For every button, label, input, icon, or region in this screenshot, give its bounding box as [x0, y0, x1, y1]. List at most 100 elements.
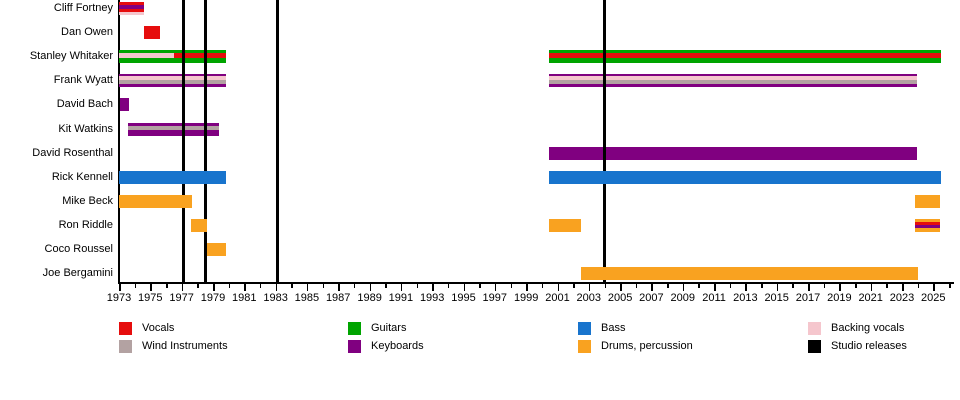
x-axis-tick-label: 2001	[545, 292, 570, 304]
member-bar	[119, 194, 193, 208]
x-axis-tick	[385, 284, 387, 288]
instrument-stripe-vocals	[119, 2, 145, 5]
x-axis-tick-label: 1989	[357, 292, 382, 304]
x-axis-tick	[338, 284, 340, 291]
instrument-stripe-vocals	[173, 53, 227, 59]
x-axis-tick	[494, 284, 497, 291]
instrument-stripe-vocals	[119, 9, 145, 12]
legend-swatch-backing_vocals	[808, 322, 821, 335]
instrument-stripe-vocals	[548, 53, 942, 59]
legend-swatch-guitars	[348, 322, 361, 335]
x-axis-tick	[729, 284, 732, 288]
x-axis-tick-label: 2007	[639, 292, 664, 304]
x-axis-tick	[166, 284, 168, 288]
legend-swatch-keyboards	[348, 340, 361, 353]
legend-swatch-bass	[578, 322, 591, 335]
x-axis-tick	[808, 284, 810, 291]
member-bar	[548, 50, 942, 64]
studio-release-line	[181, 0, 185, 282]
legend-label: Drums, percussion	[601, 340, 693, 352]
instrument-stripe-drums	[119, 194, 193, 208]
instrument-stripe-backing_vocals	[119, 76, 227, 81]
x-axis-tick-label: 2005	[607, 292, 633, 304]
x-axis-tick-label: 1973	[106, 292, 132, 304]
x-axis-tick	[651, 284, 653, 291]
studio-release-line	[603, 0, 606, 282]
x-axis-tick	[776, 284, 779, 291]
instrument-stripe-keyboards	[548, 74, 917, 77]
member-bar	[581, 267, 918, 281]
instrument-stripe-guitars	[119, 50, 174, 54]
x-axis-tick	[150, 284, 152, 291]
x-axis-tick	[949, 284, 951, 288]
legend-label: Guitars	[371, 322, 407, 334]
instrument-stripe-backing_vocals	[119, 12, 145, 15]
member-label: David Bach	[56, 98, 113, 111]
x-axis-tick	[855, 284, 857, 288]
x-axis-tick-label: 1999	[513, 292, 539, 304]
x-axis-tick-label: 2017	[795, 292, 821, 304]
x-axis-tick	[259, 284, 262, 288]
instrument-stripe-backing_vocals	[548, 76, 917, 81]
member-label: Coco Roussel	[44, 243, 113, 255]
instrument-stripe-keyboards	[119, 98, 129, 112]
x-axis-tick-label: 2019	[827, 292, 852, 304]
x-axis-tick	[620, 284, 622, 291]
instrument-stripe-keyboards	[119, 84, 227, 88]
x-axis-tick-label: 2003	[576, 292, 602, 304]
instrument-stripe-keyboards	[119, 5, 145, 9]
instrument-stripe-vocals	[915, 221, 941, 225]
member-label: Frank Wyatt	[53, 74, 113, 87]
x-axis-tick-label: 1993	[419, 292, 445, 304]
x-axis-tick	[244, 284, 246, 291]
member-bar	[144, 26, 161, 40]
x-axis-tick	[322, 284, 325, 288]
legend-label: Keyboards	[371, 340, 424, 352]
legend-swatch-drums	[578, 340, 591, 353]
y-axis	[118, 0, 120, 282]
legend-label: Studio releases	[831, 340, 907, 352]
x-axis-tick-label: 1975	[138, 292, 163, 304]
member-label: Ron Riddle	[58, 218, 113, 231]
member-bar	[119, 2, 145, 15]
x-axis-tick-label: 1979	[200, 292, 226, 304]
x-axis-tick-label: 1977	[169, 292, 194, 304]
x-axis-tick	[902, 284, 904, 291]
x-axis-tick	[886, 284, 888, 288]
x-axis-tick	[667, 284, 669, 288]
member-bar	[191, 218, 207, 232]
x-axis-tick	[119, 284, 121, 291]
x-axis	[118, 282, 954, 284]
member-bar	[119, 74, 227, 88]
instrument-stripe-keyboards	[548, 84, 917, 88]
x-axis-tick	[432, 284, 434, 291]
x-axis-tick-label: 1985	[294, 292, 320, 304]
instrument-stripe-drums	[915, 227, 941, 232]
instrument-stripe-guitars	[119, 58, 174, 64]
x-axis-tick	[745, 284, 747, 291]
member-bar	[915, 218, 941, 232]
instrument-stripe-drums	[915, 194, 941, 208]
x-axis-tick	[635, 284, 638, 288]
instrument-stripe-wind	[548, 80, 917, 85]
x-axis-tick	[933, 284, 935, 291]
x-axis-tick-label: 2023	[889, 292, 915, 304]
x-axis-tick	[213, 284, 215, 291]
member-bar	[119, 170, 227, 184]
instrument-stripe-guitars	[548, 58, 942, 64]
x-axis-tick	[197, 284, 199, 288]
instrument-stripe-guitars	[548, 50, 942, 54]
x-axis-tick	[181, 284, 184, 291]
instrument-stripe-bass	[548, 170, 942, 184]
instrument-stripe-drums	[548, 218, 581, 232]
member-label: Joe Bergamini	[42, 267, 113, 280]
x-axis-tick	[510, 284, 512, 288]
member-bar	[119, 50, 174, 64]
x-axis-tick-label: 2009	[670, 292, 696, 304]
studio-release-line	[204, 0, 208, 282]
member-bar	[548, 170, 942, 184]
x-axis-tick	[698, 284, 700, 288]
x-axis-tick	[573, 284, 575, 288]
member-label: Mike Beck	[62, 194, 113, 207]
